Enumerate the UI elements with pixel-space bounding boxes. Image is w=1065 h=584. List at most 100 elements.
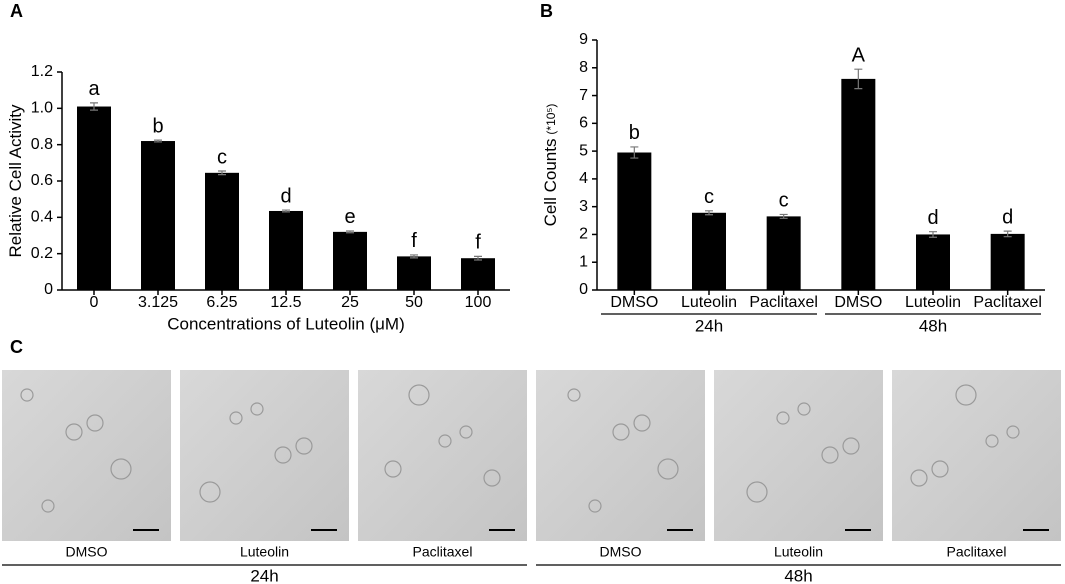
error-bar xyxy=(474,255,482,261)
significance-letter: c xyxy=(704,186,714,208)
image-label: Luteolin xyxy=(774,544,823,560)
x-tick-label: 100 xyxy=(465,294,492,311)
y-tick-label: 0.4 xyxy=(31,209,53,226)
x-tick-label: Paclitaxel xyxy=(973,294,1041,311)
cell xyxy=(842,437,860,455)
group-label: 48h xyxy=(784,566,812,584)
image-label: DMSO xyxy=(600,544,642,560)
y-tick-label: 0.6 xyxy=(31,172,53,189)
cell xyxy=(438,434,452,448)
micrograph xyxy=(2,370,171,541)
significance-letter: d xyxy=(1002,206,1013,228)
group-label: 48h xyxy=(919,316,947,335)
error-bar xyxy=(90,102,98,111)
cell xyxy=(1006,425,1020,439)
x-tick-label: Luteolin xyxy=(681,294,737,311)
bar xyxy=(461,258,495,290)
error-bar xyxy=(282,209,290,213)
x-tick-label: Luteolin xyxy=(905,294,961,311)
cell xyxy=(657,458,679,480)
cell xyxy=(274,446,292,464)
cell xyxy=(65,423,83,441)
bar xyxy=(990,233,1025,290)
cell xyxy=(612,423,630,441)
cell xyxy=(250,402,264,416)
y-tick-label: 2 xyxy=(579,226,588,243)
bar xyxy=(766,216,801,290)
bar xyxy=(916,234,950,290)
image-label: Paclitaxel xyxy=(413,544,473,560)
significance-letter: f xyxy=(411,230,417,252)
cell xyxy=(408,384,430,406)
y-tick-label: 7 xyxy=(579,87,588,104)
cell xyxy=(459,425,473,439)
y-tick-label: 0.8 xyxy=(31,136,53,153)
x-tick-label: 12.5 xyxy=(270,294,301,311)
bar xyxy=(205,172,239,290)
y-tick-label: 0 xyxy=(579,281,588,298)
significance-letter: b xyxy=(629,122,640,144)
y-tick-label: 6 xyxy=(579,115,588,132)
bar xyxy=(77,106,111,291)
cell xyxy=(567,388,581,402)
significance-letter: e xyxy=(344,206,355,228)
cell xyxy=(229,411,243,425)
error-bar xyxy=(218,170,226,176)
x-tick-label: 6.25 xyxy=(206,294,237,311)
cell xyxy=(776,411,790,425)
micrograph xyxy=(358,370,527,541)
y-tick-label: 0 xyxy=(44,281,53,298)
bar xyxy=(692,212,726,290)
cell xyxy=(483,469,501,487)
image-label: Luteolin xyxy=(240,544,289,560)
panel-label: A xyxy=(10,1,23,21)
cell xyxy=(633,414,651,432)
micrograph xyxy=(180,370,349,541)
y-axis-label-text: Relative Cell Activity xyxy=(6,104,25,258)
group-label: 24h xyxy=(695,316,723,335)
x-tick-label: DMSO xyxy=(834,294,882,311)
error-bar xyxy=(779,213,788,219)
error-bar xyxy=(1003,230,1012,238)
y-tick-label: 9 xyxy=(579,31,588,48)
cell xyxy=(588,499,602,513)
y-axis-label: Relative Cell Activity xyxy=(6,104,25,258)
y-tick-label: 1.2 xyxy=(31,63,53,80)
y-axis-label-unit: (*10⁵) xyxy=(544,104,558,135)
image-label: DMSO xyxy=(66,544,108,560)
y-tick-label: 4 xyxy=(579,170,588,187)
x-tick-label: 50 xyxy=(405,294,423,311)
error-bar xyxy=(929,231,937,238)
cell xyxy=(295,437,313,455)
y-axis-label: Cell Counts (*10⁵) xyxy=(541,104,560,227)
cell xyxy=(199,481,221,503)
cell xyxy=(931,460,949,478)
bar xyxy=(141,141,175,290)
x-tick-label: 0 xyxy=(90,294,99,311)
significance-letter: c xyxy=(779,190,789,212)
error-bar xyxy=(154,139,162,143)
error-bar xyxy=(630,146,639,159)
cell xyxy=(746,481,768,503)
significance-letter: b xyxy=(152,115,163,137)
cell xyxy=(41,499,55,513)
micrograph xyxy=(892,370,1061,541)
error-bar xyxy=(854,68,863,90)
x-tick-label: 25 xyxy=(341,294,359,311)
y-tick-label: 3 xyxy=(579,198,588,215)
cell xyxy=(20,388,34,402)
y-tick-label: 1.0 xyxy=(31,100,53,117)
significance-letter: a xyxy=(88,78,100,100)
cell xyxy=(384,460,402,478)
image-label: Paclitaxel xyxy=(947,544,1007,560)
panel-label: C xyxy=(10,337,23,357)
cell xyxy=(910,469,928,487)
panel-label: B xyxy=(540,1,553,21)
group-label: 24h xyxy=(250,566,278,584)
x-tick-label: Paclitaxel xyxy=(749,294,817,311)
x-tick-label: 3.125 xyxy=(138,294,178,311)
cell xyxy=(110,458,132,480)
error-bar xyxy=(410,254,418,259)
y-tick-label: 8 xyxy=(579,59,588,76)
